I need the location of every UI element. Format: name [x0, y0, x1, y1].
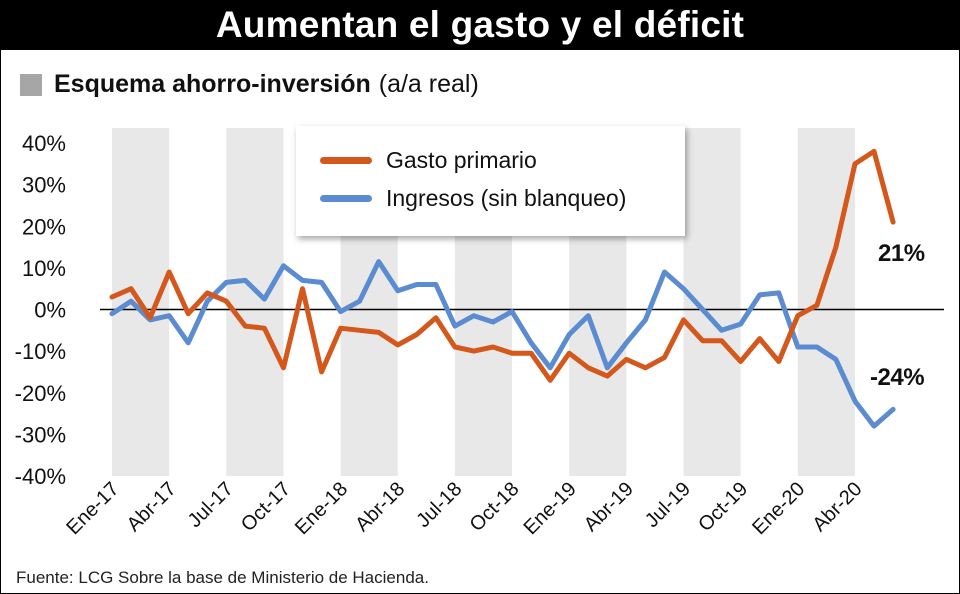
chart-title: Aumentan el gasto y el déficit [0, 0, 960, 50]
y-tick-label: -30% [15, 422, 66, 447]
subtitle-main: Esquema ahorro-inversión [54, 70, 371, 98]
x-tick-label: Jul-17 [184, 478, 238, 532]
y-tick-label: -20% [15, 381, 66, 406]
legend-item-ingresos: Ingresos (sin blanqueo) [320, 185, 626, 212]
series-line-ingresos [109, 259, 896, 429]
x-tick-label: Oct-18 [466, 478, 524, 536]
x-tick-label: Abr-18 [351, 478, 409, 536]
chart-subtitle: Esquema ahorro-inversión (a/a real) [20, 70, 479, 99]
legend-swatch-ingresos [320, 195, 372, 202]
y-tick-label: 0% [34, 298, 66, 323]
y-tick-label: 40% [22, 131, 66, 156]
x-tick-label: Jul-18 [412, 478, 466, 532]
y-tick-label: 30% [22, 173, 66, 198]
legend-label-ingresos: Ingresos (sin blanqueo) [386, 185, 627, 211]
x-tick-label: Jul-19 [641, 478, 695, 532]
quarter-band [226, 128, 284, 476]
x-tick-label: Oct-17 [237, 478, 295, 536]
subtitle-unit: (a/a real) [378, 70, 479, 98]
quarter-band [797, 128, 855, 476]
legend: Gasto primario Ingresos (sin blanqueo) [296, 126, 685, 236]
y-tick-label: -40% [15, 464, 66, 489]
y-tick-label: -10% [15, 339, 66, 364]
series-line-gasto [109, 148, 896, 383]
y-tick-label: 10% [22, 256, 66, 281]
legend-item-gasto: Gasto primario [320, 147, 537, 174]
legend-swatch-gasto [320, 157, 372, 164]
quarter-band [683, 128, 741, 476]
x-tick-label: Ene-17 [62, 478, 123, 539]
y-tick-label: 20% [22, 214, 66, 239]
x-tick-label: Abr-20 [808, 478, 866, 536]
legend-label-gasto: Gasto primario [386, 147, 537, 173]
annotation-gasto-end: 21% [878, 240, 925, 267]
annotation-ingresos-end: -24% [870, 364, 925, 391]
x-tick-label: Ene-18 [291, 478, 352, 539]
x-tick-label: Abr-19 [580, 478, 638, 536]
x-tick-label: Ene-19 [520, 478, 581, 539]
subtitle-square-icon [20, 73, 42, 96]
x-tick-label: Abr-17 [123, 478, 181, 536]
x-tick-label: Ene-20 [748, 478, 809, 539]
source-note: Fuente: LCG Sobre la base de Ministerio … [16, 568, 429, 587]
y-axis: 40% 30% 20% 10% 0% -10% -20% -30% -40% [15, 131, 66, 489]
x-tick-label: Oct-19 [694, 478, 752, 536]
